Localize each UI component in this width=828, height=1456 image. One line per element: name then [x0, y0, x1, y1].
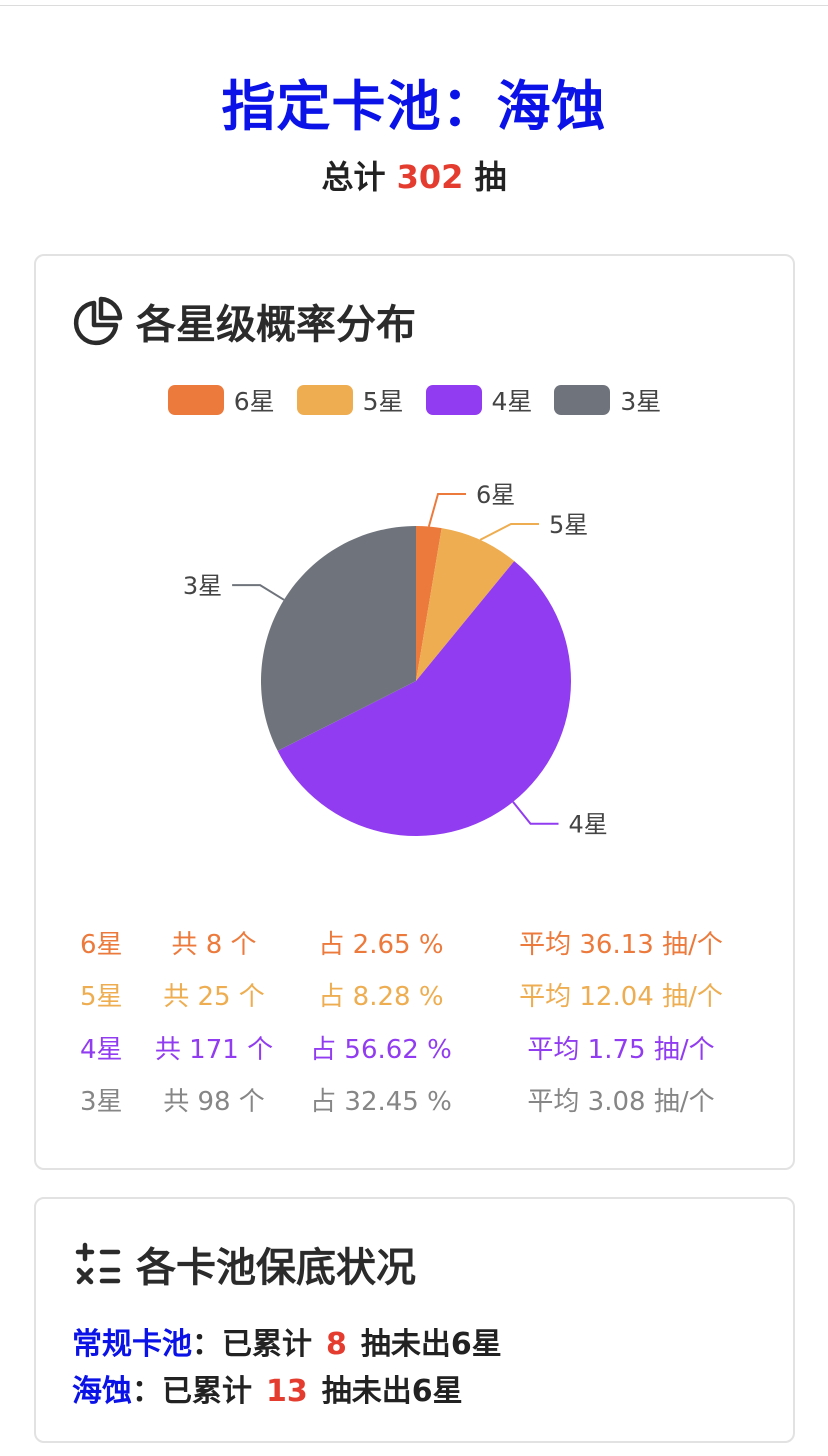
- stat-row-6star: 6星 共 8 个 占 2.65 % 平均 36.13 抽/个: [36, 924, 793, 964]
- legend-swatch: [296, 385, 353, 415]
- stat-row-5star: 5星 共 25 个 占 8.28 % 平均 12.04 抽/个: [36, 976, 793, 1016]
- pie-chart-icon: [72, 295, 124, 347]
- pity-count: 8: [326, 1327, 347, 1362]
- legend-item-6star[interactable]: 6星: [167, 382, 275, 418]
- stat-count: 共 25 个: [163, 982, 265, 1012]
- distribution-title-text: 各星级概率分布: [136, 302, 416, 348]
- stat-name: 3星: [80, 1087, 123, 1117]
- pity-prefix: 已累计: [222, 1327, 312, 1362]
- pie-leader-line-1: [427, 493, 466, 527]
- legend-label: 4星: [491, 387, 533, 416]
- stat-percent: 占 32.45 %: [310, 1087, 452, 1117]
- stat-count: 共 98 个: [163, 1087, 265, 1117]
- stat-row-3star: 3星 共 98 个 占 32.45 % 平均 3.08 抽/个: [36, 1081, 793, 1121]
- legend-swatch: [425, 385, 482, 415]
- pie-leader-line-4: [232, 584, 285, 601]
- pie-label-1: 6星: [476, 481, 515, 509]
- distribution-card: 各星级概率分布 6星 5星 4星 3星 6星 5星 4星 3星 6星 共 8 个 占 …: [34, 254, 795, 1170]
- pie-slice-2[interactable]: [416, 528, 515, 681]
- legend-swatch: [167, 385, 224, 415]
- chart-legend: 6星 5星 4星 3星: [36, 382, 793, 418]
- legend-label: 3星: [620, 387, 662, 416]
- total-count: 302: [396, 158, 464, 196]
- calculator-icon: [72, 1238, 124, 1290]
- pie-slice-1[interactable]: [416, 526, 442, 681]
- total-prefix: 总计: [321, 158, 386, 196]
- pie-leader-line-3: [512, 801, 559, 825]
- stat-average: 平均 3.08 抽/个: [527, 1087, 715, 1117]
- pity-card: 各卡池保底状况 常规卡池：已累计 8 抽未出6星 海蚀：已累计 13 抽未出6星: [34, 1197, 795, 1443]
- stat-name: 5星: [80, 982, 123, 1012]
- legend-item-3star[interactable]: 3星: [554, 382, 661, 418]
- stat-percent: 占 8.28 %: [318, 982, 444, 1012]
- pity-separator: ：: [132, 1374, 162, 1409]
- pie-label-3: 4星: [569, 811, 608, 839]
- top-divider: [0, 5, 828, 6]
- pity-prefix: 已累计: [162, 1374, 252, 1409]
- pity-separator: ：: [192, 1327, 222, 1362]
- stat-average: 平均 36.13 抽/个: [519, 930, 723, 960]
- pie-label-4: 3星: [183, 572, 222, 600]
- pity-pool-name: 海蚀: [72, 1374, 132, 1409]
- pie-slice-4[interactable]: [261, 526, 416, 751]
- pity-suffix: 抽未出6星: [321, 1374, 463, 1409]
- stat-row-4star: 4星 共 171 个 占 56.62 % 平均 1.75 抽/个: [36, 1029, 793, 1069]
- stat-count: 共 171 个: [154, 1035, 274, 1065]
- total-suffix: 抽: [474, 158, 507, 196]
- stat-percent: 占 56.62 %: [310, 1035, 452, 1065]
- pity-row-haishi: 海蚀：已累计 13 抽未出6星: [72, 1366, 463, 1410]
- pity-title-text: 各卡池保底状况: [136, 1245, 416, 1291]
- pity-count: 13: [266, 1374, 308, 1409]
- stat-percent: 占 2.65 %: [318, 930, 444, 960]
- page-title: 指定卡池：海蚀: [221, 75, 607, 138]
- pie-slice-3[interactable]: [277, 561, 571, 836]
- legend-swatch: [554, 385, 611, 415]
- pie-label-2: 5星: [549, 511, 588, 539]
- pity-pool-name: 常规卡池: [72, 1327, 192, 1362]
- legend-label: 6星: [233, 387, 275, 416]
- stat-name: 6星: [80, 930, 123, 960]
- pity-suffix: 抽未出6星: [360, 1327, 502, 1362]
- legend-item-4star[interactable]: 4星: [425, 382, 533, 418]
- stat-average: 平均 12.04 抽/个: [519, 982, 723, 1012]
- stat-count: 共 8 个: [171, 930, 257, 960]
- legend-label: 5星: [362, 387, 404, 416]
- pie-chart: 6星 5星 4星 3星: [183, 481, 608, 839]
- stat-average: 平均 1.75 抽/个: [527, 1035, 715, 1065]
- distribution-card-title: 各星级概率分布: [72, 292, 416, 350]
- pie-leader-line-2: [479, 523, 539, 541]
- stat-name: 4星: [80, 1035, 123, 1065]
- total-pulls: 总计 302 抽: [0, 152, 828, 198]
- legend-item-5star[interactable]: 5星: [296, 382, 404, 418]
- pity-row-standard: 常规卡池：已累计 8 抽未出6星: [72, 1319, 502, 1363]
- pity-card-title: 各卡池保底状况: [72, 1235, 416, 1293]
